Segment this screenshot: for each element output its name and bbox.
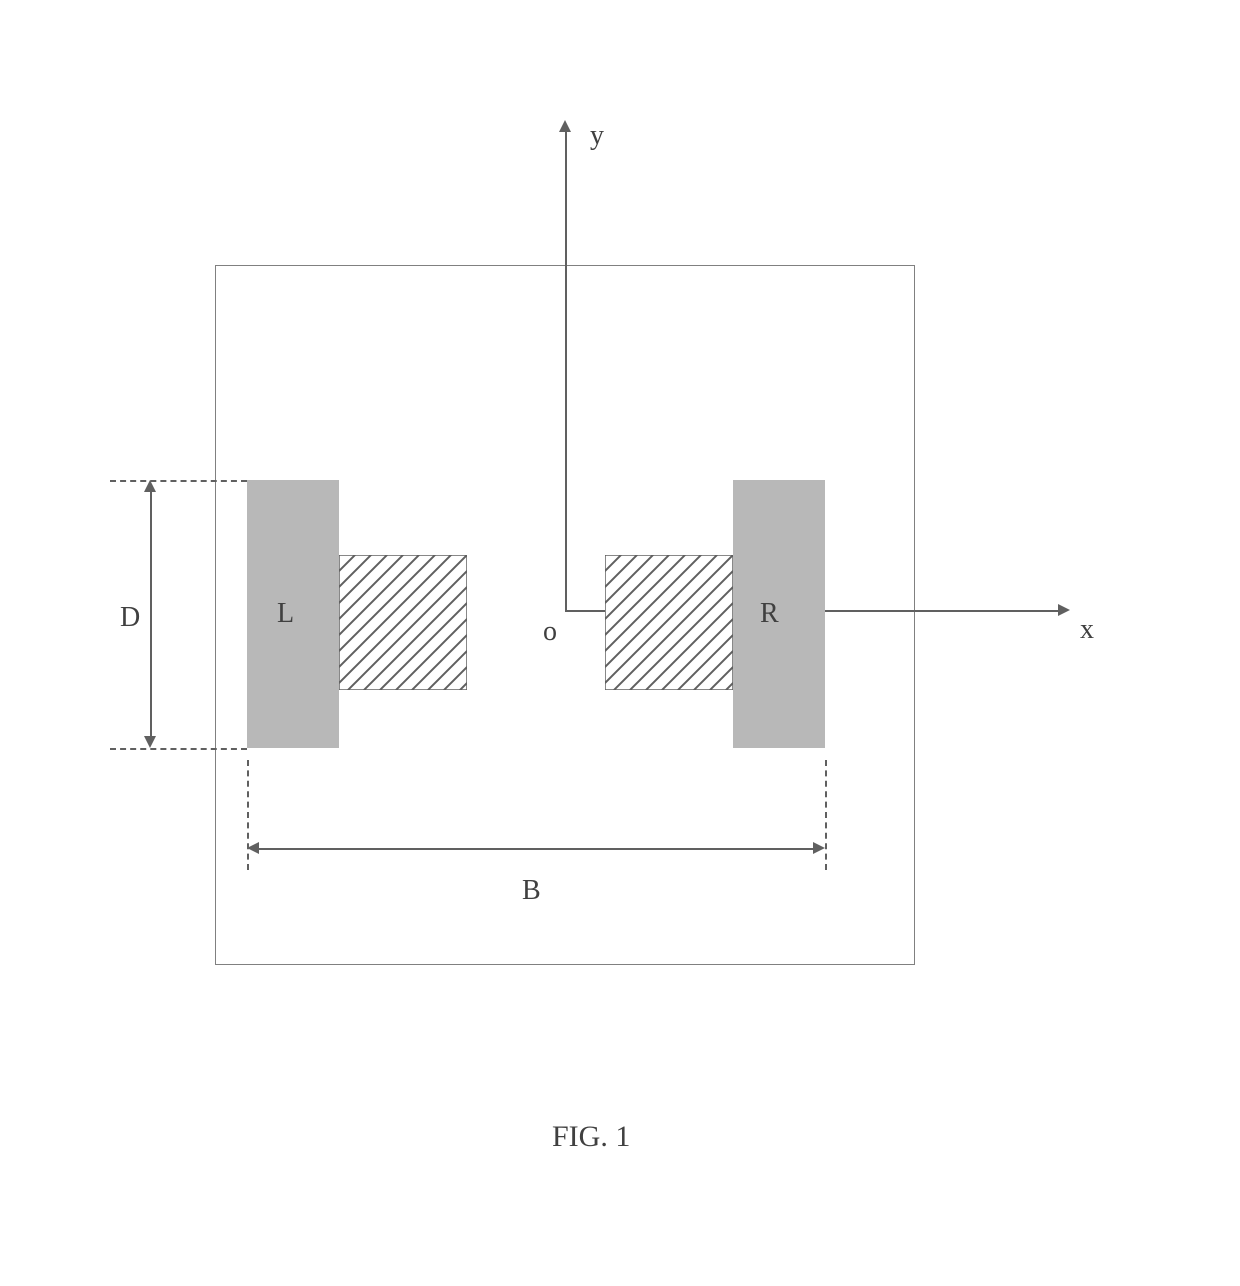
y-axis-arrow-icon — [559, 120, 571, 132]
x-axis-arrow-icon — [1058, 604, 1070, 616]
figure-caption: FIG. 1 — [552, 1120, 630, 1154]
label-x: x — [1080, 614, 1094, 646]
right-tall-block — [733, 480, 825, 748]
diagram-canvas: L R o x y D B FIG. 1 — [0, 0, 1240, 1286]
label-o: o — [543, 616, 557, 648]
b-arrow-left-icon — [247, 842, 259, 854]
label-D: D — [120, 602, 140, 634]
b-dim-line — [259, 848, 813, 850]
d-bottom-leader — [110, 748, 247, 750]
label-R: R — [760, 598, 779, 630]
d-top-leader — [110, 480, 247, 482]
d-dim-line — [150, 492, 152, 736]
left-hatched-block — [339, 555, 467, 690]
right-hatched-block — [605, 555, 733, 690]
y-axis — [565, 132, 567, 610]
label-B: B — [522, 875, 541, 907]
label-L: L — [277, 598, 294, 630]
label-y: y — [590, 120, 604, 152]
d-arrow-down-icon — [144, 736, 156, 748]
d-arrow-up-icon — [144, 480, 156, 492]
b-right-leader — [825, 760, 827, 870]
b-arrow-right-icon — [813, 842, 825, 854]
